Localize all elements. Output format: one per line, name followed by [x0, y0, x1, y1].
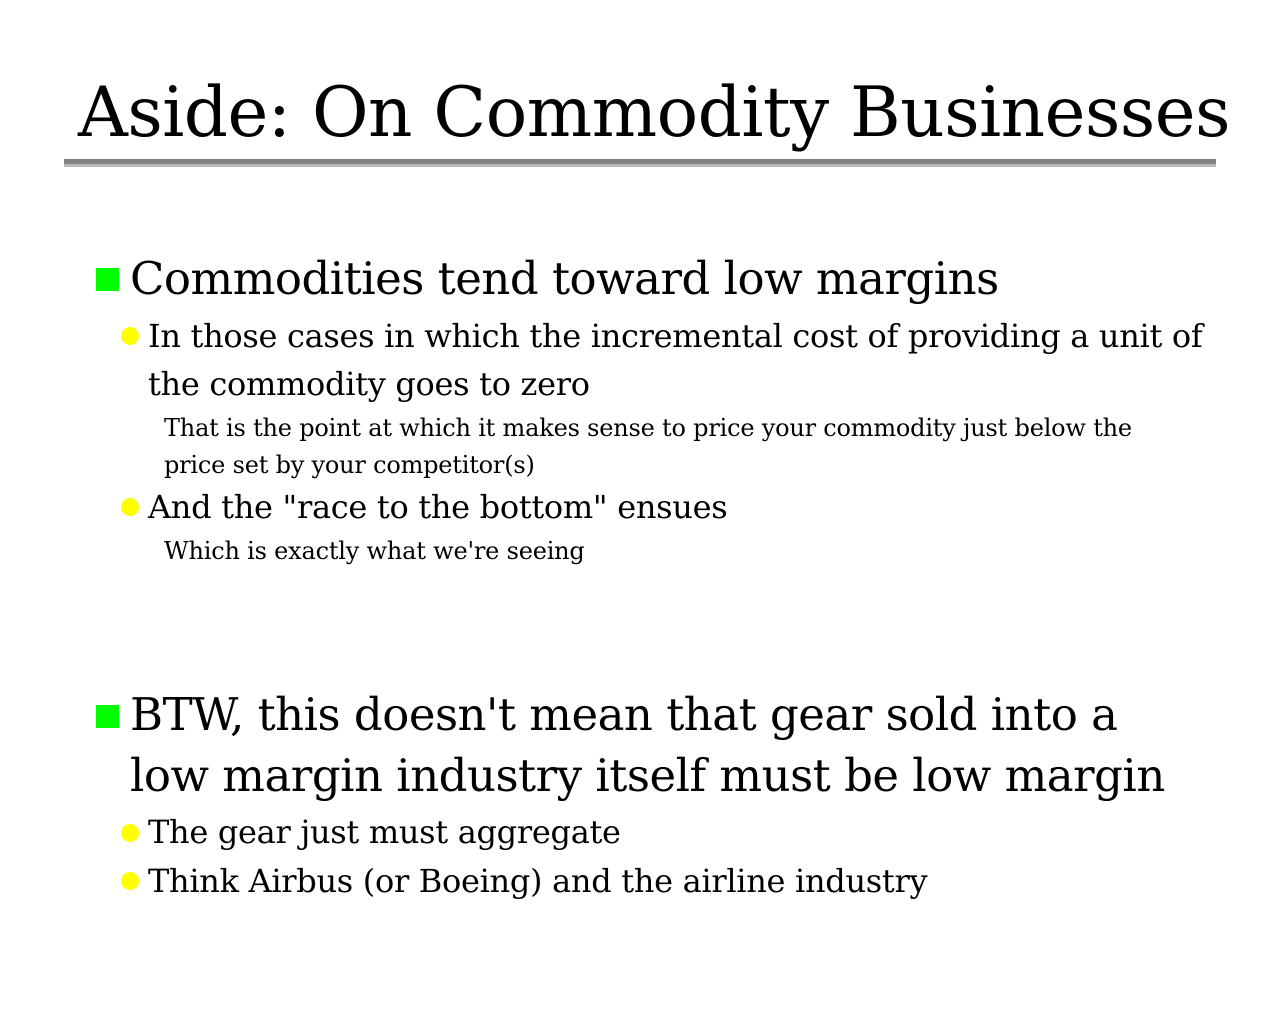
bullet-2-sub-2-text: Think Airbus (or Boeing) and the airline…: [148, 862, 928, 900]
square-bullet-icon: [96, 268, 119, 291]
bullet-1-sub-1-note: That is the point at which it makes sens…: [164, 414, 1132, 479]
circle-bullet-icon: [121, 872, 139, 890]
bullet-1-sub-1-text: In those cases in which the incremental …: [148, 317, 1203, 403]
circle-bullet-icon: [121, 824, 139, 842]
circle-bullet-icon: [121, 498, 139, 516]
bullet-1-sub-2-text: And the "race to the bottom" ensues: [148, 488, 728, 526]
bullet-1-sub-2-note: Which is exactly what we're seeing: [164, 537, 585, 565]
square-bullet-icon: [96, 705, 119, 728]
slide-title: Aside: On Commodity Businesses: [78, 73, 1231, 153]
bullet-2-sub-1-text: The gear just must aggregate: [148, 813, 621, 851]
bullet-1-text: Commodities tend toward low margins: [130, 252, 999, 305]
bullet-2-text: BTW, this doesn't mean that gear sold in…: [130, 688, 1165, 802]
circle-bullet-icon: [121, 327, 139, 345]
title-divider: [64, 159, 1216, 167]
